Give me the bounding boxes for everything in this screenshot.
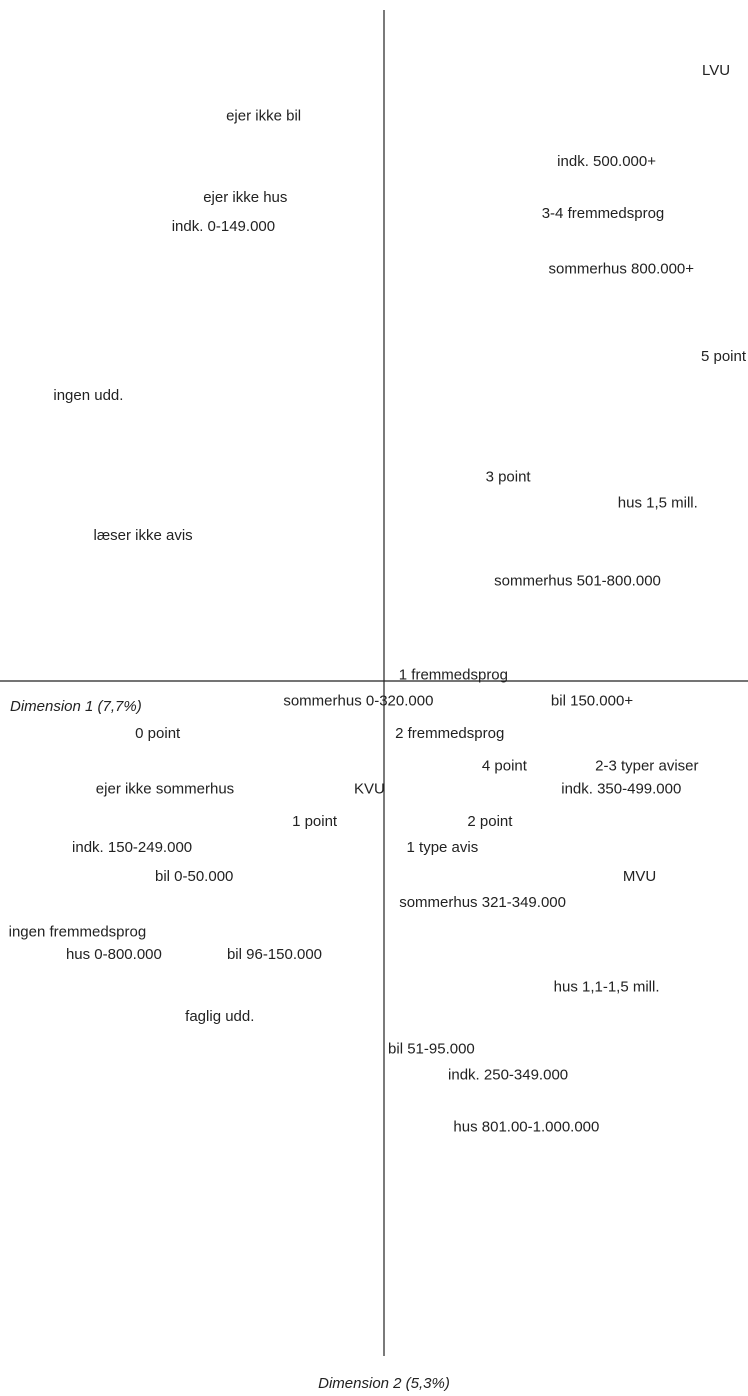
point-label: ingen udd. [53,387,123,404]
point-label: indk. 150-249.000 [72,839,192,856]
point-label: 5 point [701,348,747,365]
point-label: sommerhus 0-320.000 [283,693,433,710]
point-label: 1 fremmedsprog [399,667,508,684]
point-label: bil 0-50.000 [155,868,233,885]
point-label: sommerhus 501-800.000 [494,572,661,589]
point-label: 4 point [482,758,528,775]
point-label: hus 1,1-1,5 mill. [554,979,660,996]
point-label: 3-4 fremmedsprog [542,205,665,222]
point-label: sommerhus 800.000+ [549,260,695,277]
point-label: MVU [623,868,656,885]
point-label: bil 150.000+ [551,693,633,710]
point-label: faglig udd. [185,1008,254,1025]
point-label: LVU [702,62,730,79]
point-label: hus 0-800.000 [66,946,162,963]
point-label: læser ikke avis [93,527,192,544]
point-label: 1 type avis [407,839,479,856]
point-label: bil 96-150.000 [227,946,322,963]
point-label: ejer ikke sommerhus [96,780,234,797]
point-label: 3 point [486,468,532,485]
point-label: indk. 500.000+ [557,153,656,170]
point-label: indk. 350-499.000 [561,780,681,797]
point-label: bil 51-95.000 [388,1040,475,1057]
point-label: sommerhus 321-349.000 [399,894,566,911]
point-label: ejer ikke bil [226,108,301,125]
point-label: 0 point [135,725,181,742]
point-label: ejer ikke hus [203,189,287,206]
point-label: ingen fremmedsprog [9,923,147,940]
point-label: KVU [354,780,385,797]
point-label: indk. 0-149.000 [172,218,275,235]
point-label: hus 801.00-1.000.000 [453,1118,599,1135]
point-label: hus 1,5 mill. [618,494,698,511]
x-axis-title: Dimension 1 (7,7%) [10,698,142,715]
point-label: 1 point [292,813,338,830]
point-label: 2 point [467,813,513,830]
point-label: 2 fremmedsprog [395,725,504,742]
point-label: 2-3 typer aviser [595,758,698,775]
point-labels: LVU ejer ikke bil indk. 500.000+ ejer ikke … [9,62,747,1135]
axes [0,10,748,1356]
y-axis-title: Dimension 2 (5,3%) [318,1375,450,1392]
point-label: indk. 250-349.000 [448,1066,568,1083]
